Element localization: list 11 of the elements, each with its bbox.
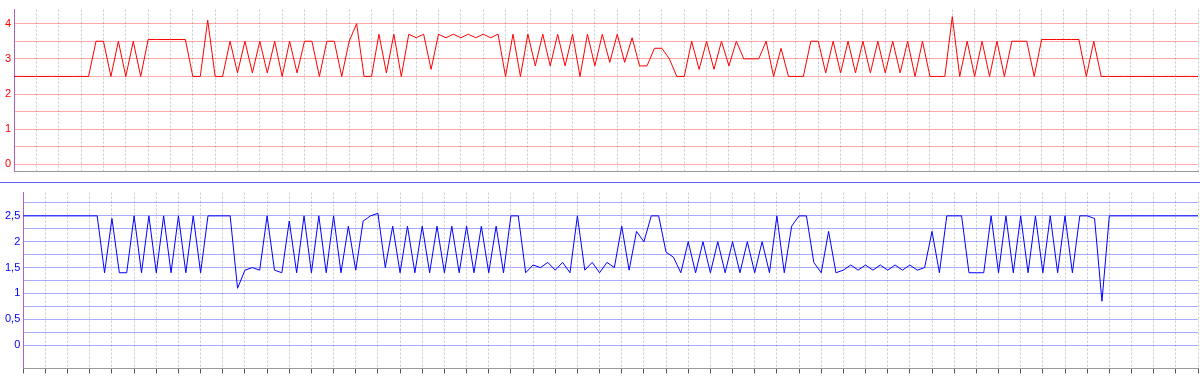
y-tick-label: 4: [4, 16, 12, 29]
y-tick-label: 2: [14, 234, 21, 247]
y-tick-label: 1,5: [4, 260, 21, 273]
y-tick-label: 2: [4, 87, 12, 100]
y-tick-label: 0,5: [4, 312, 21, 325]
y-tick-label: 3: [4, 51, 12, 64]
y-tick-label: 0: [14, 338, 21, 351]
y-tick-label: 2,5: [4, 208, 21, 221]
y-tick-label: 1: [4, 122, 12, 135]
y-tick-label: 0: [4, 157, 12, 170]
y-tick-label: 1: [14, 286, 21, 299]
